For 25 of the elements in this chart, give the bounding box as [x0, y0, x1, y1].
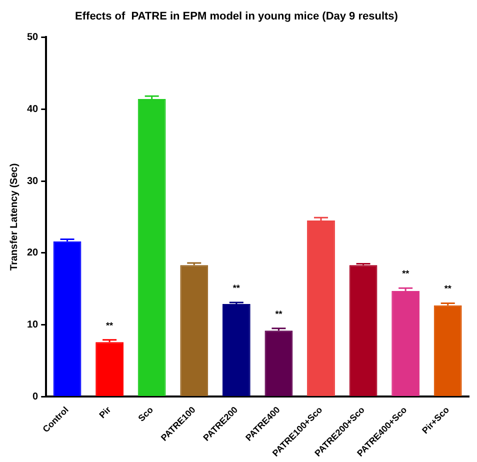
bar — [222, 304, 250, 396]
annotation: ** — [402, 268, 410, 279]
bar — [138, 99, 166, 396]
y-tick-label: 50 — [27, 32, 39, 43]
bar — [53, 241, 82, 396]
bar — [264, 330, 293, 396]
x-tick-label: Sco — [136, 404, 156, 424]
bar — [96, 342, 124, 396]
annotation: ** — [275, 308, 283, 319]
y-axis-title: Transfer Latency (Sec) — [8, 163, 20, 271]
x-tick-label: Pir — [97, 404, 114, 420]
y-tick-label: 0 — [32, 391, 39, 402]
bar — [392, 291, 420, 396]
y-tick-label: 30 — [27, 176, 39, 187]
annotation: ** — [232, 283, 240, 294]
annotation: ** — [106, 320, 114, 330]
bar — [307, 220, 335, 396]
bar — [180, 265, 208, 396]
bar — [349, 265, 378, 396]
annotation: ** — [444, 284, 452, 294]
y-tick-label: 40 — [27, 104, 39, 115]
chart-title: Effects of PATRE in EPM model in young mice (Day 9 results) — [75, 10, 398, 23]
y-tick-label: 10 — [27, 320, 39, 331]
y-tick-label: 20 — [27, 248, 39, 259]
bar — [434, 305, 462, 396]
